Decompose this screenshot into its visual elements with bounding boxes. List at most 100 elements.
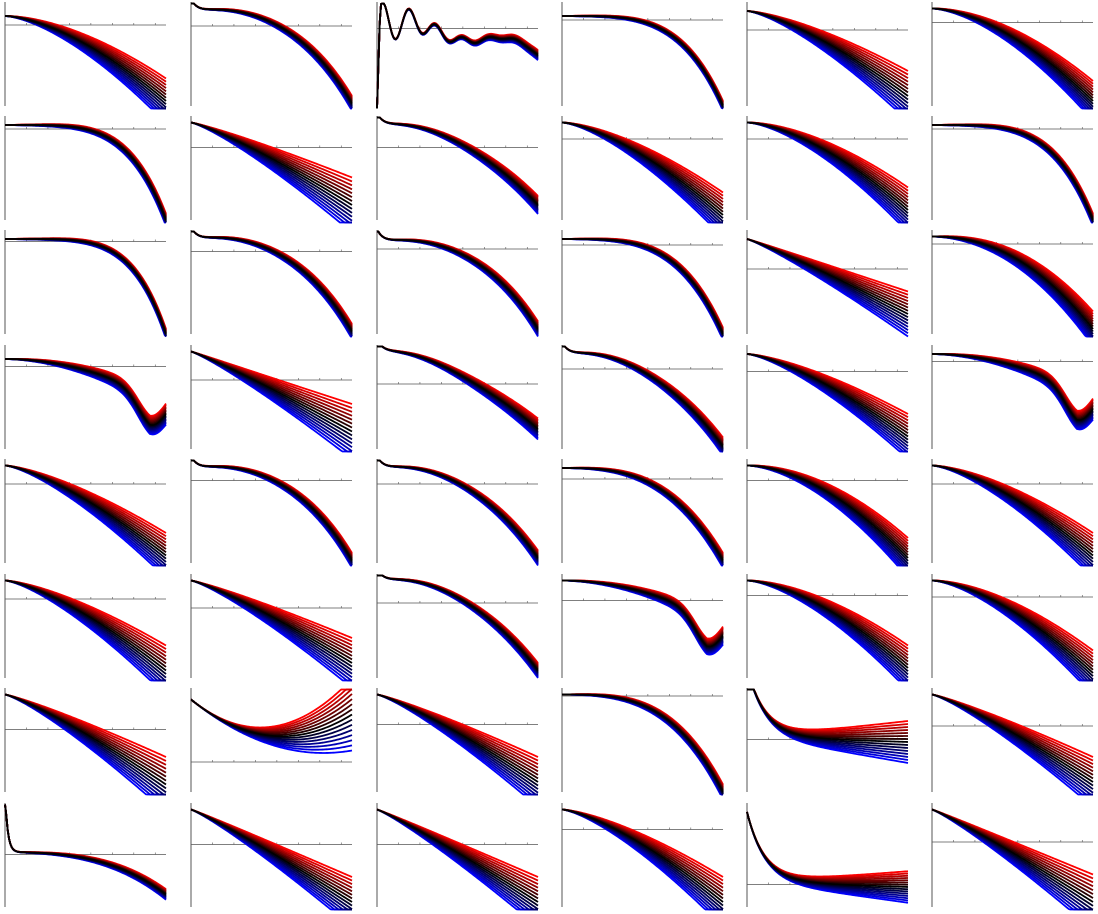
series-line-2 <box>561 467 724 567</box>
series-line-7 <box>746 579 909 669</box>
series-line-7 <box>376 2 539 109</box>
series-line-1 <box>377 116 539 214</box>
series-line-9 <box>746 121 909 205</box>
series-line-8 <box>376 230 539 329</box>
series-line-5 <box>376 2 539 109</box>
series-line-7 <box>4 464 167 557</box>
panel-r5-c4 <box>561 459 724 567</box>
series-line-2 <box>376 693 538 796</box>
panel-r6-c5 <box>746 574 909 682</box>
panel-r8-c1 <box>4 803 167 907</box>
series-line-7 <box>5 358 167 426</box>
series-line-1 <box>190 350 352 453</box>
series-line-9 <box>377 459 539 557</box>
series-line-1 <box>931 464 1093 567</box>
series-line-2 <box>4 579 166 682</box>
series-line-8 <box>377 574 539 670</box>
series-line-9 <box>746 579 909 663</box>
series-line-7 <box>561 808 724 903</box>
series-line-9 <box>191 459 353 559</box>
series-line-14 <box>191 459 353 554</box>
series-line-14 <box>377 459 539 552</box>
series-line-7 <box>4 804 167 896</box>
series-line-13 <box>561 237 724 330</box>
series-line-2 <box>4 238 167 337</box>
series-line-2 <box>561 121 723 224</box>
series-line-3 <box>561 693 724 796</box>
series-line-7 <box>562 693 724 793</box>
panel-r1-c2 <box>190 2 353 110</box>
series-line-12 <box>746 811 909 880</box>
series-line-10 <box>746 811 909 882</box>
series-line-8 <box>377 116 539 205</box>
series-line-11 <box>377 459 539 555</box>
series-line-5 <box>5 238 167 336</box>
panel-r3-c4 <box>561 230 724 338</box>
series-line-0 <box>562 345 723 453</box>
series-line-9 <box>376 230 539 328</box>
series-line-8 <box>4 15 167 99</box>
series-line-6 <box>5 124 167 222</box>
series-line-8 <box>562 345 724 446</box>
series-line-1 <box>377 574 539 678</box>
series-line-7 <box>931 579 1094 674</box>
series-line-7 <box>931 464 1094 557</box>
panel-r5-c3 <box>376 459 539 566</box>
series-line-8 <box>377 459 539 558</box>
series-line-3 <box>376 2 539 109</box>
panel-r1-c5 <box>746 2 909 110</box>
series-line-4 <box>377 345 539 435</box>
series-line-7 <box>562 579 724 648</box>
panel-r4-c2 <box>190 345 353 453</box>
series-line-11 <box>191 2 353 100</box>
series-line-14 <box>376 2 539 109</box>
series-line-7 <box>562 15 724 107</box>
series-line-9 <box>746 811 908 884</box>
series-line-7 <box>377 459 539 559</box>
series-line-14 <box>191 230 353 325</box>
series-line-13 <box>191 230 353 326</box>
series-line-6 <box>562 345 724 449</box>
series-line-3 <box>931 808 1093 911</box>
series-line-7 <box>746 238 909 315</box>
panel-r4-c1 <box>4 345 167 449</box>
series-line-8 <box>376 2 539 109</box>
series-line-12 <box>377 574 539 666</box>
series-line-3 <box>561 808 723 911</box>
series-line-7 <box>376 693 539 783</box>
panel-r6-c3 <box>376 574 539 679</box>
series-line-11 <box>377 574 539 667</box>
series-line-1 <box>190 121 352 224</box>
series-line-10 <box>562 345 724 444</box>
series-line-4 <box>376 230 539 333</box>
series-line-7 <box>376 230 539 330</box>
series-line-8 <box>191 230 353 331</box>
series-line-13 <box>377 574 539 665</box>
series-line-4 <box>5 238 167 337</box>
series-line-7 <box>190 121 353 206</box>
series-line-7 <box>190 579 353 664</box>
series-line-7 <box>377 116 539 206</box>
panel-r8-c3 <box>376 803 539 911</box>
series-line-7 <box>4 579 167 672</box>
panel-r4-c5 <box>746 345 909 453</box>
series-line-4 <box>377 459 539 562</box>
series-line-14 <box>191 2 353 97</box>
series-line-2 <box>377 459 539 564</box>
series-line-6 <box>377 459 539 560</box>
panel-r5-c5 <box>746 459 909 567</box>
series-line-2 <box>376 2 539 109</box>
series-line-3 <box>377 574 539 676</box>
panel-r1-c3 <box>376 2 539 109</box>
series-line-7 <box>932 124 1094 221</box>
series-line-11 <box>376 2 539 109</box>
series-line-4 <box>376 2 539 109</box>
panel-r5-c1 <box>4 459 167 567</box>
series-line-1 <box>931 693 1093 796</box>
series-line-2 <box>931 693 1093 796</box>
panel-r5-c6 <box>931 459 1094 567</box>
series-line-13 <box>376 230 539 324</box>
series-line-3 <box>377 116 539 211</box>
series-line-10 <box>376 2 539 109</box>
series-line-1 <box>376 2 539 109</box>
